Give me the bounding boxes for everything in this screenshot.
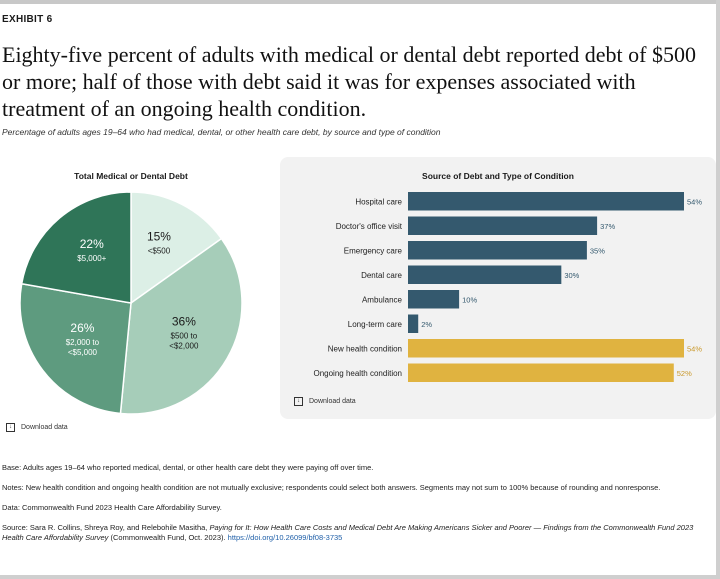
bar-chart: Hospital care 54% Doctor's office visit 37%…: [313, 192, 702, 382]
pie-slice: [20, 191, 132, 304]
top-border: [0, 0, 716, 4]
source-note: Source: Sara R. Collins, Shreya Roy, and…: [2, 523, 714, 543]
bar: [408, 241, 587, 260]
bar-category-label: New health condition: [328, 344, 402, 353]
bar-category-label: Dental care: [361, 271, 402, 280]
pie-download-data-link[interactable]: ↓ Download data: [6, 423, 68, 432]
source-link[interactable]: https://doi.org/10.26099/bf08-3735: [227, 533, 343, 542]
bar-download-data-link[interactable]: ↓ Download data: [294, 397, 356, 406]
base-note: Base: Adults ages 19–64 who reported med…: [2, 463, 374, 472]
bar-category-label: Hospital care: [355, 197, 402, 206]
notes-section: Base: Adults ages 19–64 who reported med…: [2, 463, 714, 553]
pie-download-label: Download data: [21, 424, 68, 431]
bar: [408, 339, 684, 358]
pie-slice-label: <$5,000: [68, 348, 98, 357]
data-note: Data: Commonwealth Fund 2023 Health Care…: [2, 503, 222, 512]
pie-slice: [130, 191, 223, 305]
bar-value-label: 10%: [462, 295, 477, 304]
exhibit-label: EXHIBIT 6: [2, 14, 53, 25]
bar-value-label: 30%: [564, 271, 579, 280]
bar: [408, 265, 562, 284]
bar-value-label: 2%: [421, 320, 432, 329]
pie-slice: [19, 282, 132, 415]
pie-slice-label: <$2,000: [169, 342, 199, 351]
pie-slice-label: $500 to: [171, 332, 198, 341]
pie-slice-label: $5,000+: [77, 254, 106, 263]
bar: [408, 363, 674, 382]
bar-download-label: Download data: [309, 398, 356, 405]
pie-slice-percent: 15%: [147, 230, 171, 244]
bar-value-label: 54%: [687, 344, 702, 353]
bar: [408, 216, 598, 235]
bar-chart-title: Source of Debt and Type of Condition: [422, 171, 574, 181]
download-icon: ↓: [6, 423, 15, 432]
source-title: Paying for It: How Health Care Costs and…: [2, 523, 694, 542]
bar-value-label: 37%: [600, 222, 615, 231]
pie-slice-label: <$500: [148, 247, 171, 256]
notes-note: Notes: New health condition and ongoing …: [2, 483, 661, 492]
pie-slice-percent: 22%: [80, 237, 104, 251]
bar-category-label: Emergency care: [344, 246, 403, 255]
pie-chart: 15% <$500 36% $500 to<$2,000 26% $2,000 to<$5…: [19, 191, 243, 415]
pie-slice-label: $2,000 to: [66, 338, 100, 347]
pie-slice: [119, 237, 243, 415]
bar-category-label: Ambulance: [362, 295, 403, 304]
headline: Eighty-five percent of adults with medic…: [2, 42, 696, 121]
bar: [408, 290, 460, 309]
bar-chart-panel: Source of Debt and Type of Condition Hos…: [280, 157, 716, 419]
bar-value-label: 54%: [687, 197, 702, 206]
pie-chart-title: Total Medical or Dental Debt: [74, 171, 188, 181]
pie-slice-percent: 36%: [172, 315, 196, 329]
bar-category-label: Ongoing health condition: [313, 369, 402, 378]
subtitle: Percentage of adults ages 19–64 who had …: [2, 127, 441, 137]
source-prefix: Source: Sara R. Collins, Shreya Roy, and…: [2, 523, 210, 532]
bar-value-label: 52%: [677, 369, 692, 378]
source-suffix: (Commonwealth Fund, Oct. 2023).: [108, 533, 228, 542]
pie-slice-percent: 26%: [70, 321, 94, 335]
bar-category-label: Long-term care: [348, 320, 403, 329]
bar: [408, 314, 419, 333]
bar-value-label: 35%: [590, 246, 605, 255]
bar: [408, 192, 684, 211]
download-icon: ↓: [294, 397, 303, 406]
bar-category-label: Doctor's office visit: [336, 222, 403, 231]
